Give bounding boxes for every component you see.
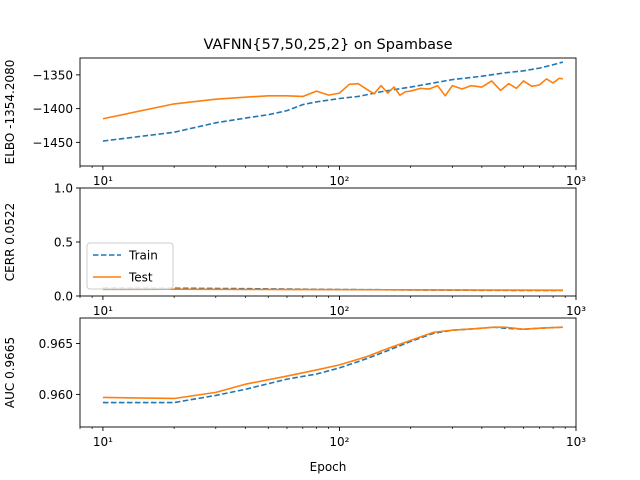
series-line-test (102, 326, 563, 400)
y-axis-label: AUC 0.9665 (3, 337, 17, 408)
y-tick-label: 0.5 (54, 236, 73, 250)
series-line-train (102, 326, 563, 404)
y-tick-label: −1400 (32, 102, 73, 116)
y-axis-label: CERR 0.0522 (3, 203, 17, 281)
legend-label-test: Test (128, 271, 153, 285)
series-line-test (102, 77, 564, 120)
x-axis-label: Epoch (310, 460, 347, 474)
series-line-train (102, 61, 564, 142)
auc-panel: 0.960 0.965 10¹ 10² 10³ AUC 0.9665 (3, 317, 586, 449)
x-tick-label: 10¹ (93, 304, 113, 318)
y-tick-label: 0.0 (54, 290, 73, 304)
cerr-panel: 0.0 0.5 1.0 10¹ 10² 10³ CERR 0.0522 Train Test (3, 182, 586, 319)
axes-frame (79, 57, 577, 167)
x-tick-label: 10¹ (93, 174, 113, 188)
legend-label-train: Train (128, 249, 158, 263)
y-tick-label: −1450 (32, 136, 73, 150)
x-tick-label: 10³ (566, 435, 586, 449)
x-tick-label: 10² (329, 304, 349, 318)
x-tick-label: 10¹ (93, 435, 113, 449)
y-tick-label: 1.0 (54, 182, 73, 196)
axes-frame (79, 317, 577, 428)
legend: Train Test (86, 242, 174, 290)
y-tick-label: 0.960 (39, 388, 73, 402)
elbo-panel: −1450 −1400 −1350 10¹ 10² 10³ ELBO -1354.2080 (3, 57, 586, 188)
series-line-test (102, 288, 563, 291)
x-tick-label: 10³ (566, 304, 586, 318)
y-axis-label: ELBO -1354.2080 (3, 60, 17, 165)
y-tick-label: −1350 (32, 68, 73, 82)
x-tick-label: 10³ (566, 174, 586, 188)
x-tick-label: 10² (329, 435, 349, 449)
x-tick-label: 10² (329, 174, 349, 188)
chart-title: VAFNN{57,50,25,2} on Spambase (203, 37, 452, 53)
y-tick-label: 0.965 (39, 337, 73, 351)
